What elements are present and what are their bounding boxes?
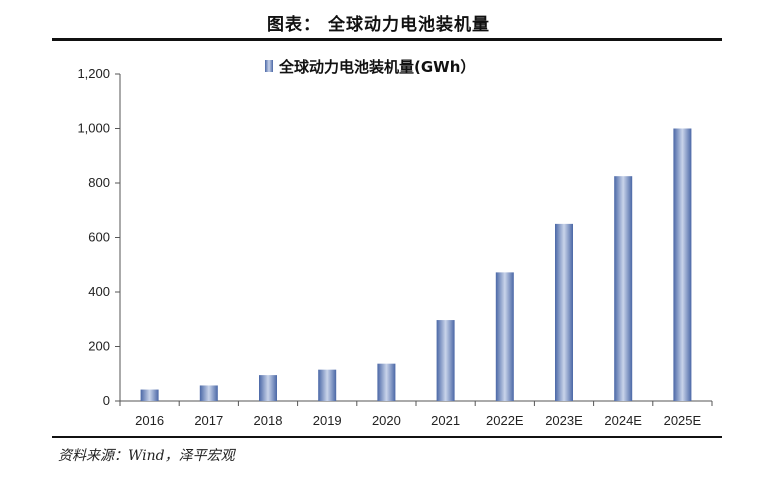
x-tick-label: 2024E [604, 413, 642, 428]
x-tick-label: 2021 [431, 413, 460, 428]
x-tick-label: 2025E [664, 413, 702, 428]
bar-2021 [436, 320, 455, 401]
y-tick-label: 800 [88, 175, 110, 190]
source-note: 资料来源：Wind，泽平宏观 [58, 448, 235, 464]
bar-2019 [318, 369, 337, 401]
y-tick-label: 1,000 [77, 121, 110, 136]
x-tick-label: 2018 [254, 413, 283, 428]
x-tick-label: 2017 [194, 413, 223, 428]
bar-2023E [555, 223, 573, 401]
bar-2016 [140, 389, 159, 401]
y-tick-label: 600 [88, 230, 110, 245]
legend-swatch [265, 60, 273, 72]
y-tick-label: 1,200 [77, 66, 110, 81]
x-tick-label: 2019 [313, 413, 342, 428]
bar-2025E [673, 128, 692, 401]
bar-2017 [199, 385, 218, 401]
y-tick-label: 0 [103, 393, 110, 408]
x-tick-label: 2016 [135, 413, 164, 428]
figure-title: 图表： 全球动力电池装机量 [267, 15, 490, 35]
bar-2020 [377, 363, 396, 401]
bar-2024E [614, 176, 633, 401]
legend-label: 全球动力电池装机量(GWh） [278, 58, 475, 76]
x-tick-label: 2020 [372, 413, 401, 428]
bottom-rule [52, 436, 722, 438]
y-tick-label: 400 [88, 284, 110, 299]
bar-2022E [495, 272, 514, 401]
bar-2018 [259, 375, 277, 401]
top-rule [52, 38, 722, 41]
x-tick-label: 2022E [486, 413, 524, 428]
x-tick-label: 2023E [545, 413, 583, 428]
y-tick-label: 200 [88, 339, 110, 354]
